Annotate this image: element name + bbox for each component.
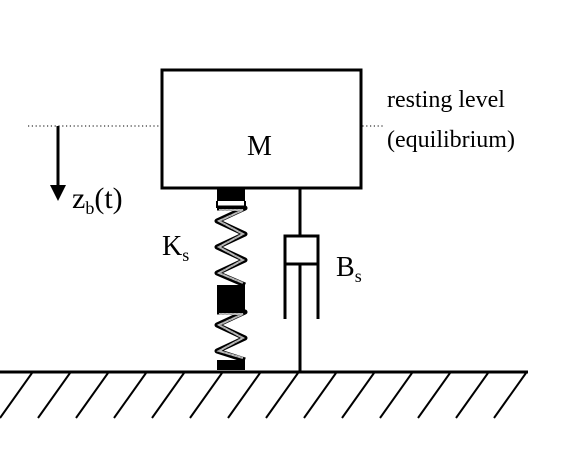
spring-constant-symbol: K (162, 231, 183, 262)
damping-coefficient-subscript: s (354, 266, 362, 286)
displacement-time-argument: (t) (94, 182, 123, 215)
mass-label: M (247, 131, 272, 162)
down-arrow-icon (50, 126, 66, 201)
displacement-symbol: z (72, 182, 86, 215)
damping-coefficient-label: Bs (336, 252, 362, 286)
spring-icon (214, 188, 248, 370)
spring-constant-label: Ks (162, 231, 189, 265)
displacement-label: zb(t) (72, 182, 123, 218)
mass-block (160, 68, 363, 190)
spring-constant-subscript: s (182, 245, 190, 265)
damper-icon (283, 188, 320, 372)
ground-hatch-icon (0, 370, 528, 419)
damping-coefficient-symbol: B (336, 252, 355, 283)
equilibrium-label: (equilibrium) (387, 127, 515, 153)
displacement-subscript: b (85, 198, 95, 218)
resting-level-label: resting level (387, 87, 505, 113)
